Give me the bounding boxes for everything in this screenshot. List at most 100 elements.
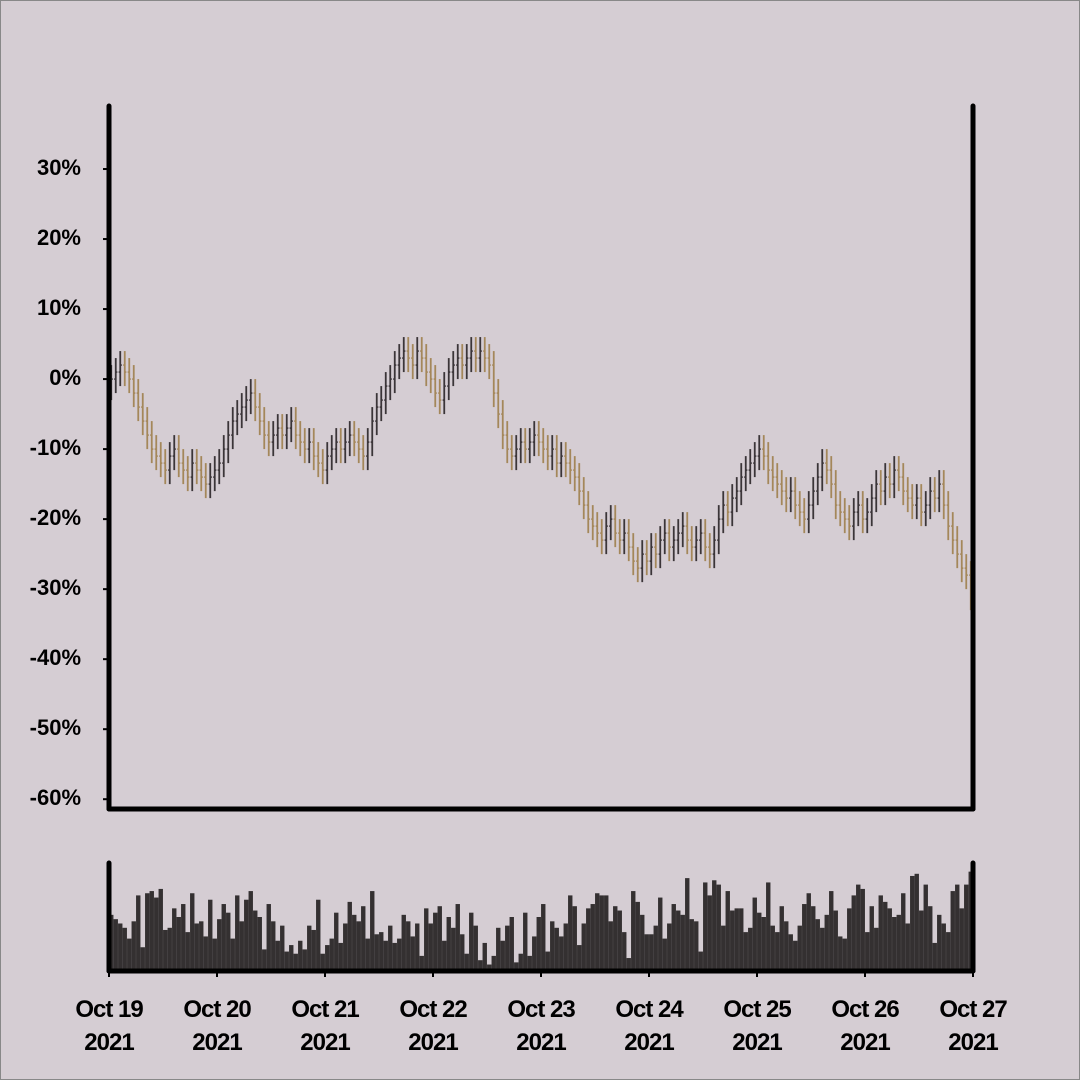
volume-bar (311, 929, 316, 971)
volume-bar (361, 906, 366, 971)
volume-bar (658, 897, 663, 971)
volume-bar (766, 882, 771, 971)
x-tick-label: Oct 22 2021 (399, 996, 467, 1056)
x-tick-label: Oct 20 2021 (183, 996, 251, 1056)
volume-bar (572, 906, 577, 971)
volume-bar (829, 891, 834, 971)
x-tick-label: Oct 27 2021 (939, 996, 1007, 1056)
volume-bar (914, 873, 919, 971)
volume-bar (752, 897, 757, 971)
volume-bar (190, 893, 195, 971)
x-tick-label: Oct 24 2021 (615, 996, 683, 1056)
volume-bar (721, 925, 726, 971)
volume-bar (896, 914, 901, 971)
volume-bar (217, 919, 222, 971)
volume-bar (266, 904, 271, 971)
volume-bar (932, 942, 937, 971)
volume-bar (941, 923, 946, 971)
volume-bar (505, 925, 510, 971)
volume-bar (626, 958, 631, 971)
volume-bar (410, 936, 415, 971)
volume-bar (833, 910, 838, 971)
volume-bar (532, 936, 537, 971)
volume-bar (280, 925, 285, 971)
volume-bar (203, 936, 208, 971)
volume-bar (883, 901, 888, 971)
volume-bar (905, 923, 910, 971)
volume-bar (631, 891, 636, 971)
volume-bar (199, 921, 204, 971)
volume-bar (248, 891, 253, 971)
volume-bar (901, 893, 906, 971)
volume-bar (113, 919, 118, 971)
volume-bar (401, 914, 406, 971)
volume-bar (779, 906, 784, 971)
volume-bar (307, 925, 312, 971)
y-tick-label: -50% (30, 715, 81, 740)
volume-bar (887, 908, 892, 971)
volume-bar (131, 921, 136, 971)
volume-bar (316, 899, 321, 971)
volume-bar (257, 917, 262, 971)
volume-bar (478, 960, 483, 971)
volume-bar (500, 940, 505, 971)
volume-bar (487, 964, 492, 971)
y-tick-label: 10% (37, 295, 81, 320)
volume-bar (788, 934, 793, 971)
volume-bar (550, 921, 555, 971)
volume-bar (667, 923, 672, 971)
volume-bar (955, 884, 960, 971)
volume-bar (640, 914, 645, 971)
volume-bar (194, 923, 199, 971)
volume-bar (334, 912, 339, 971)
volume-bar (815, 919, 820, 971)
volume-bar (586, 908, 591, 971)
volume-bar (455, 904, 460, 971)
volume-bar (469, 912, 474, 971)
volume-bar (437, 906, 442, 971)
volume-bar (226, 912, 231, 971)
y-tick-label: 20% (37, 225, 81, 250)
volume-bar (698, 951, 703, 971)
volume-bar (460, 934, 465, 971)
volume-bar (865, 932, 870, 971)
volume-bar (325, 945, 330, 971)
volume-bar (221, 904, 226, 971)
volume-bar (383, 940, 388, 971)
volume-bar (397, 938, 402, 971)
volume-bar (712, 880, 717, 971)
volume-bar (707, 895, 712, 971)
volume-bar (424, 908, 429, 971)
volume-bar (374, 934, 379, 971)
volume-bar (185, 932, 190, 971)
volume-bar (590, 904, 595, 971)
volume-bar (464, 953, 469, 971)
volume-bar (176, 917, 181, 971)
volume-bar (635, 901, 640, 971)
volume-bar (923, 884, 928, 971)
volume-bar (473, 925, 478, 971)
volume-bar (622, 932, 627, 971)
volume-bar (824, 914, 829, 971)
volume-bar (842, 938, 847, 971)
volume-bar (869, 906, 874, 971)
volume-bar (851, 895, 856, 971)
volume-bar (694, 921, 699, 971)
volume-bar (365, 938, 370, 971)
volume-bar (950, 891, 955, 971)
volume-bar (689, 919, 694, 971)
volume-bar (320, 953, 325, 971)
volume-bar (541, 904, 546, 971)
volume-bar (545, 951, 550, 971)
volume-bar (212, 938, 217, 971)
volume-bar (491, 955, 496, 971)
volume-bar (446, 917, 451, 971)
volume-bar (140, 947, 145, 971)
volume-bar (928, 906, 933, 971)
volume-bar (568, 895, 573, 971)
volume-bar (644, 934, 649, 971)
volume-bar (617, 910, 622, 971)
volume-bar (536, 917, 541, 971)
volume-bar (275, 940, 280, 971)
